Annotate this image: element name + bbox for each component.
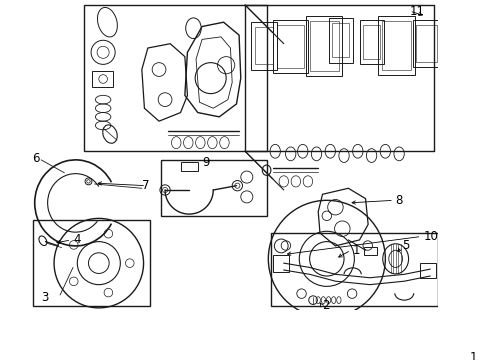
Bar bbox=[328, 18, 352, 63]
Bar bbox=[161, 160, 266, 216]
Text: 5: 5 bbox=[402, 239, 409, 252]
Text: 1: 1 bbox=[468, 351, 476, 360]
Bar bbox=[276, 25, 304, 68]
Bar bbox=[251, 22, 276, 69]
Text: 9: 9 bbox=[202, 156, 209, 169]
Bar bbox=[273, 255, 288, 272]
Bar bbox=[378, 16, 414, 75]
Bar bbox=[270, 233, 437, 306]
Bar bbox=[273, 20, 307, 73]
Bar bbox=[331, 23, 348, 58]
Bar bbox=[363, 247, 376, 255]
Bar bbox=[359, 20, 383, 64]
Text: 8: 8 bbox=[395, 194, 402, 207]
Text: 3: 3 bbox=[41, 291, 48, 304]
Text: 7: 7 bbox=[142, 179, 150, 192]
Text: 4: 4 bbox=[73, 233, 81, 246]
Bar bbox=[305, 16, 342, 76]
Bar bbox=[419, 263, 435, 278]
Bar bbox=[309, 21, 338, 71]
Bar bbox=[412, 20, 440, 67]
Bar bbox=[33, 220, 150, 306]
Text: 2: 2 bbox=[322, 299, 329, 312]
Bar bbox=[181, 162, 197, 171]
Text: 6: 6 bbox=[32, 152, 40, 165]
Text: 1: 1 bbox=[352, 244, 359, 257]
Bar bbox=[254, 27, 273, 64]
Bar bbox=[84, 5, 266, 151]
Text: 11: 11 bbox=[408, 5, 424, 18]
Bar bbox=[362, 25, 379, 59]
Bar bbox=[92, 71, 113, 87]
Bar bbox=[381, 21, 410, 69]
Text: 10: 10 bbox=[422, 230, 437, 243]
Bar bbox=[415, 25, 436, 62]
